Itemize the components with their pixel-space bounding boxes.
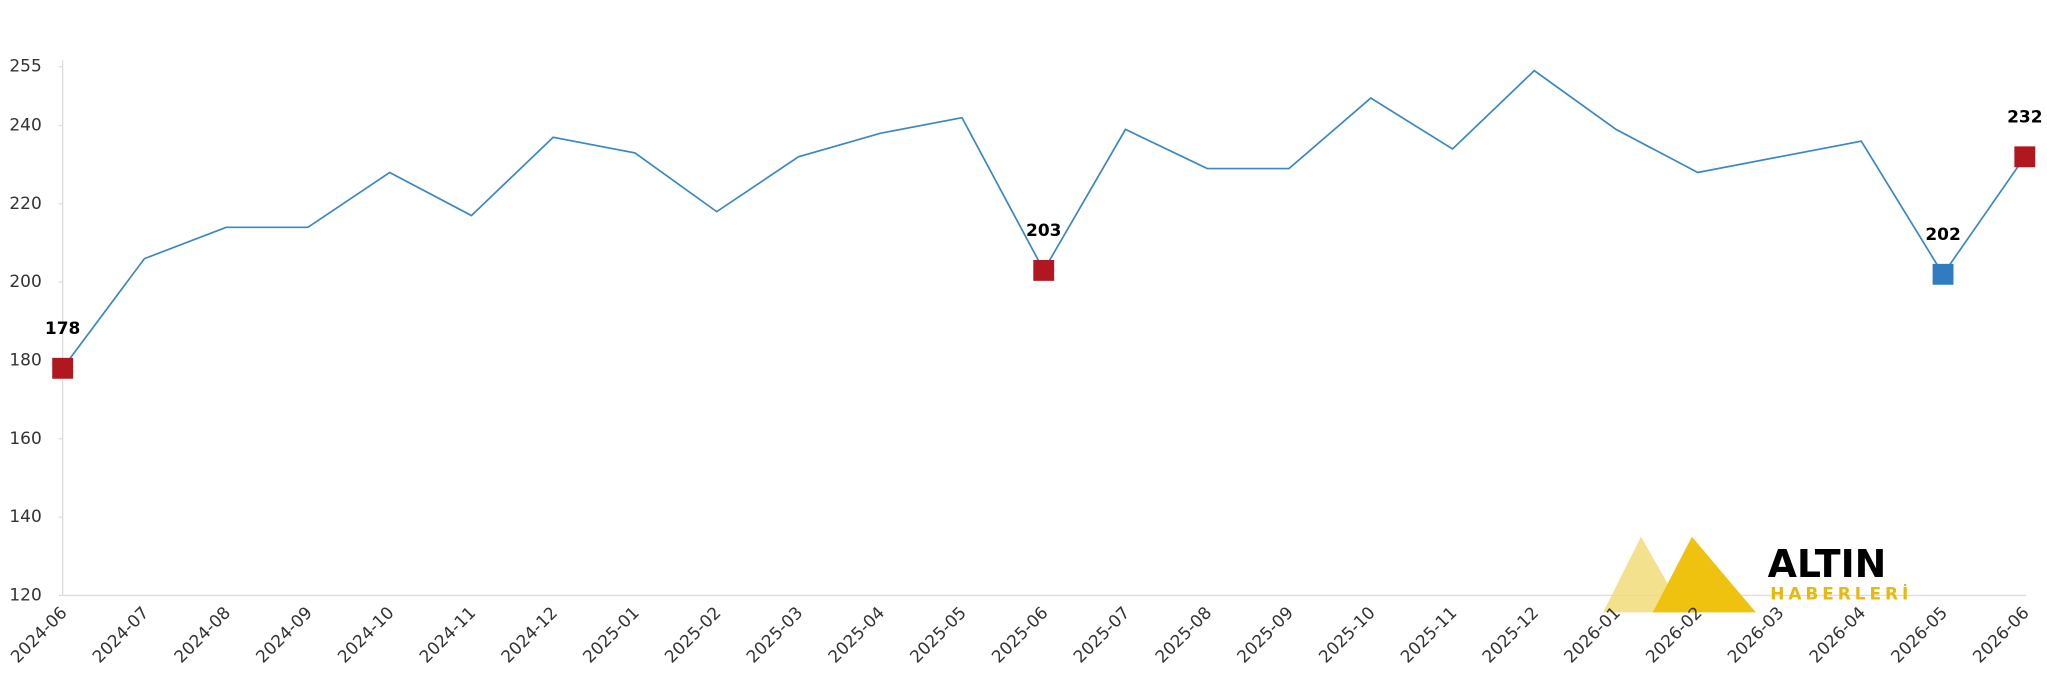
- x-tick-label: 2024-09: [252, 603, 316, 667]
- x-tick-label: 2025-12: [1479, 603, 1543, 667]
- value-label: 178: [45, 319, 80, 339]
- y-tick-label: 255: [9, 57, 41, 77]
- logo-shape: [1652, 536, 1756, 613]
- x-tick-label: 2026-02: [1642, 603, 1706, 667]
- x-tick-label: 2025-04: [825, 603, 889, 667]
- logo-title: ALTIN: [1768, 542, 1887, 586]
- logo: ALTIN HABERLERİ: [1603, 536, 1912, 613]
- x-tick-label: 2025-06: [988, 603, 1052, 667]
- x-tick-label: 2025-10: [1315, 603, 1379, 667]
- x-tick-label: 2024-07: [89, 603, 153, 667]
- marker: [1033, 259, 1055, 281]
- x-tick-label: 2026-06: [1969, 603, 2033, 667]
- x-tick-label: 2024-12: [498, 603, 562, 667]
- x-tick-label: 2025-05: [906, 603, 970, 667]
- y-tick-label: 140: [9, 507, 41, 527]
- x-tick-label: 2024-08: [171, 603, 235, 667]
- marker: [2014, 146, 2036, 168]
- y-tick-label: 160: [9, 429, 41, 449]
- line: [61, 69, 2026, 369]
- x-tick-label: 2025-08: [1152, 603, 1216, 667]
- x-tick-label: 2025-03: [743, 603, 807, 667]
- y-tick-label: 120: [9, 585, 41, 605]
- x-tick-label: 2024-06: [7, 603, 71, 667]
- x-tick-label: 2026-04: [1806, 603, 1870, 667]
- x-tick-label: 2026-03: [1724, 603, 1788, 667]
- marker: [52, 357, 74, 379]
- x-tick-label: 2025-02: [661, 603, 725, 667]
- x-tick-label: 2026-01: [1561, 603, 1625, 667]
- x-tick-label: 2024-11: [416, 603, 480, 667]
- value-label: 232: [2007, 108, 2042, 128]
- y-tick-label: 180: [9, 350, 41, 370]
- x-tick-label: 2026-05: [1888, 603, 1952, 667]
- x-tick-label: 2025-07: [1070, 603, 1134, 667]
- y-tick-label: 200: [9, 272, 41, 292]
- x-tick-label: 2025-09: [1233, 603, 1297, 667]
- value-label: 202: [1925, 225, 1960, 245]
- value-label: 203: [1026, 221, 1061, 241]
- y-tick-label: 240: [9, 115, 41, 135]
- x-tick-label: 2025-01: [579, 603, 643, 667]
- x-tick-label: 2024-10: [334, 603, 398, 667]
- y-tick-label: 220: [9, 194, 41, 214]
- x-tick-label: 2025-11: [1397, 603, 1461, 667]
- logo-subtitle: HABERLERİ: [1770, 582, 1912, 604]
- marker: [1932, 263, 1954, 285]
